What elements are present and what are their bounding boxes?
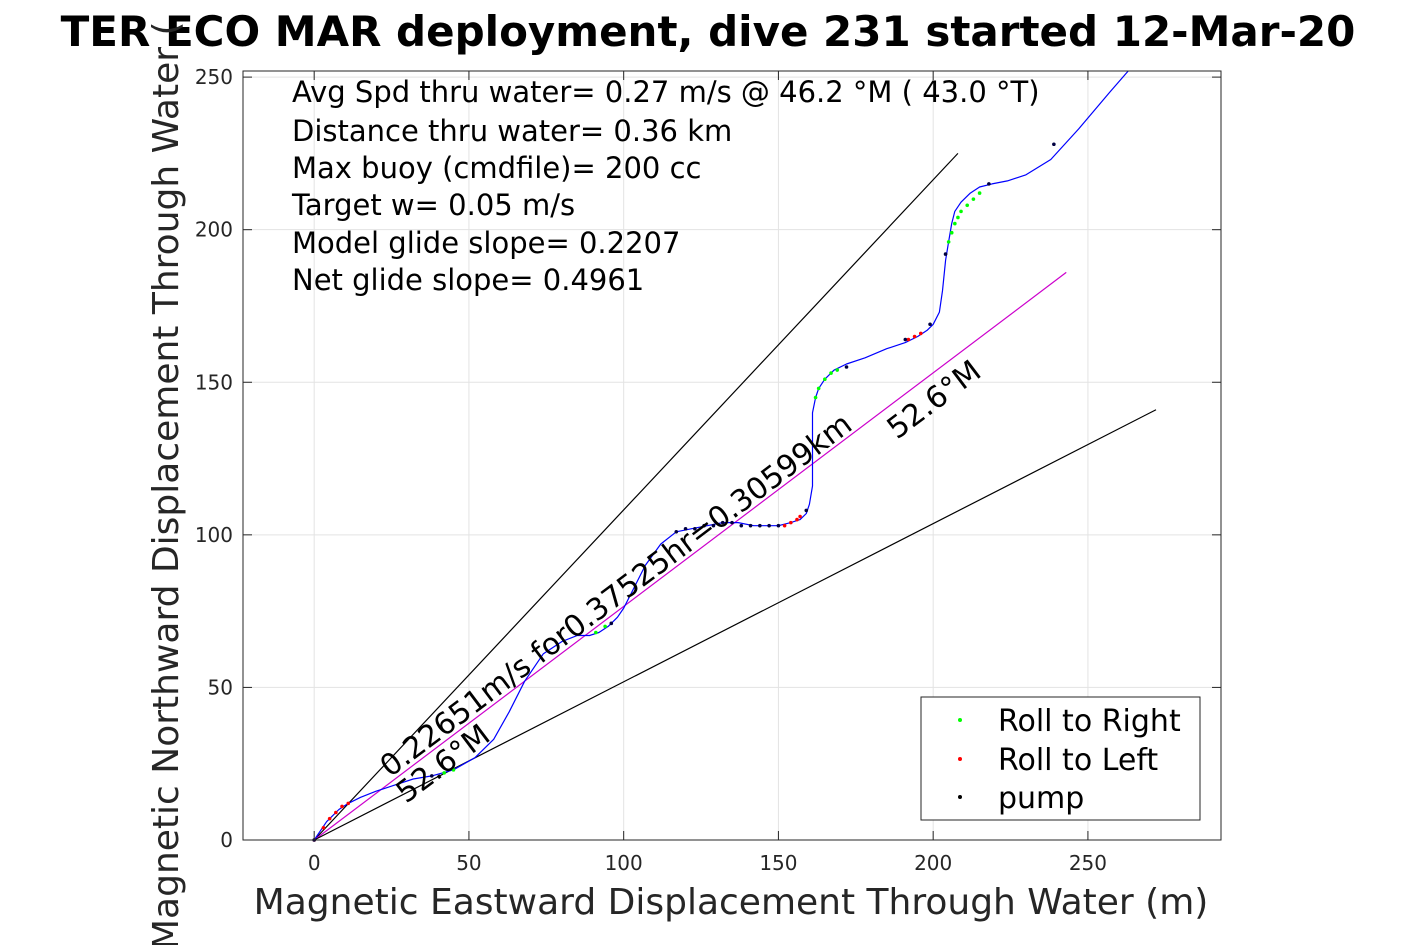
roll-right-point <box>959 209 963 214</box>
reference-lines <box>313 152 1157 841</box>
legend-marker-roll-right <box>958 718 962 722</box>
roll-right-point <box>813 395 818 400</box>
plot-frame <box>242 70 1222 841</box>
roll-right-point <box>594 630 598 635</box>
y-tick-label: 100 <box>195 523 233 547</box>
roll-left-point <box>327 816 332 821</box>
pump-point <box>903 337 908 342</box>
marker-points <box>312 142 1056 842</box>
pump-point <box>739 523 744 528</box>
roll-right-point <box>442 771 446 775</box>
pump-point <box>1052 142 1056 147</box>
y-tick-label: 0 <box>220 828 233 852</box>
pump-point <box>804 508 809 513</box>
pump-point <box>987 182 991 186</box>
roll-left-point <box>346 801 351 806</box>
pump-point <box>720 520 725 525</box>
roll-right-point <box>946 240 951 244</box>
legend-label-roll-left: Roll to Left <box>998 743 1158 778</box>
y-tick-label: 250 <box>195 65 233 89</box>
chart-title: TER ECO MAR deployment, dive 231 started… <box>61 7 1356 56</box>
pump-point <box>693 526 697 531</box>
x-tick-label: 100 <box>605 851 643 875</box>
x-axis-ticks: 0 50 100 150 200 250 <box>308 71 1107 875</box>
y-tick-label: 200 <box>195 218 233 242</box>
roll-right-point <box>603 624 607 629</box>
roll-left-point <box>782 523 787 528</box>
annotation-max-buoy: Max buoy (cmdfile)= 200 cc <box>292 151 701 185</box>
roll-left-point <box>795 517 799 522</box>
pump-point <box>711 523 716 528</box>
roll-right-point <box>949 230 954 235</box>
pump-point <box>674 529 679 534</box>
annotation-model-glide-slope: Model glide slope= 0.2207 <box>292 226 680 260</box>
x-tick-label: 50 <box>456 851 481 875</box>
legend-box <box>920 696 1201 821</box>
roll-right-point <box>451 768 456 772</box>
annotation-avg-speed: Avg Spd thru water= 0.27 m/s @ 46.2 °M (… <box>292 75 1040 109</box>
roll-right-point <box>829 371 833 375</box>
pump-point <box>702 523 706 528</box>
y-axis-label: Magnetic Northward Displacement Through … <box>146 21 187 945</box>
roll-right-point <box>971 197 976 201</box>
legend-marker-pump <box>958 795 962 799</box>
roll-left-point <box>334 810 338 815</box>
pump-point <box>730 520 734 525</box>
roll-right-point <box>816 386 821 391</box>
pump-point <box>767 523 771 528</box>
x-tick-label: 200 <box>914 851 952 875</box>
roll-left-point <box>321 825 326 830</box>
legend: Roll to Right Roll to Left pump <box>920 696 1201 821</box>
reference-line-lower-bound <box>313 409 1157 841</box>
y-axis-ticks: 0 50 100 150 200 250 <box>195 65 1221 852</box>
pump-point <box>683 526 688 531</box>
roll-left-point <box>340 804 344 809</box>
reference-line-upper-bound <box>313 152 959 841</box>
roll-left-point <box>789 520 793 525</box>
roll-left-point <box>906 337 911 342</box>
roll-left-point <box>912 334 917 339</box>
roll-right-point <box>835 368 840 372</box>
roll-right-point <box>956 215 960 220</box>
x-axis-label: Magnetic Eastward Displacement Through W… <box>254 882 1209 923</box>
legend-marker-roll-left <box>958 757 962 761</box>
pump-point <box>776 523 781 528</box>
roll-right-point <box>977 191 982 195</box>
pump-point <box>429 774 434 778</box>
annotation-block: Avg Spd thru water= 0.27 m/s @ 46.2 °M (… <box>291 75 1040 297</box>
reference-line-heading-line <box>313 271 1067 841</box>
y-tick-label: 50 <box>208 675 233 699</box>
pump-point <box>758 523 762 528</box>
roll-left-point <box>918 331 923 336</box>
annotation-distance: Distance thru water= 0.36 km <box>292 114 732 148</box>
legend-label-roll-right: Roll to Right <box>998 704 1181 739</box>
x-tick-label: 150 <box>759 851 797 875</box>
pump-point <box>844 365 849 369</box>
legend-label-pump: pump <box>998 781 1084 816</box>
annotation-target-w: Target w= 0.05 m/s <box>291 188 575 222</box>
roll-left-point <box>798 514 802 519</box>
x-tick-label: 0 <box>308 851 321 875</box>
pump-point <box>928 322 932 327</box>
annotation-net-glide-slope: Net glide slope= 0.4961 <box>292 263 644 297</box>
pump-point <box>943 252 948 256</box>
x-tick-label: 250 <box>1069 851 1107 875</box>
roll-right-point <box>953 221 957 226</box>
roll-right-point <box>823 377 827 382</box>
pump-point <box>748 523 753 528</box>
y-tick-label: 150 <box>195 370 233 394</box>
roll-right-point <box>965 203 970 208</box>
pump-point <box>609 621 614 626</box>
